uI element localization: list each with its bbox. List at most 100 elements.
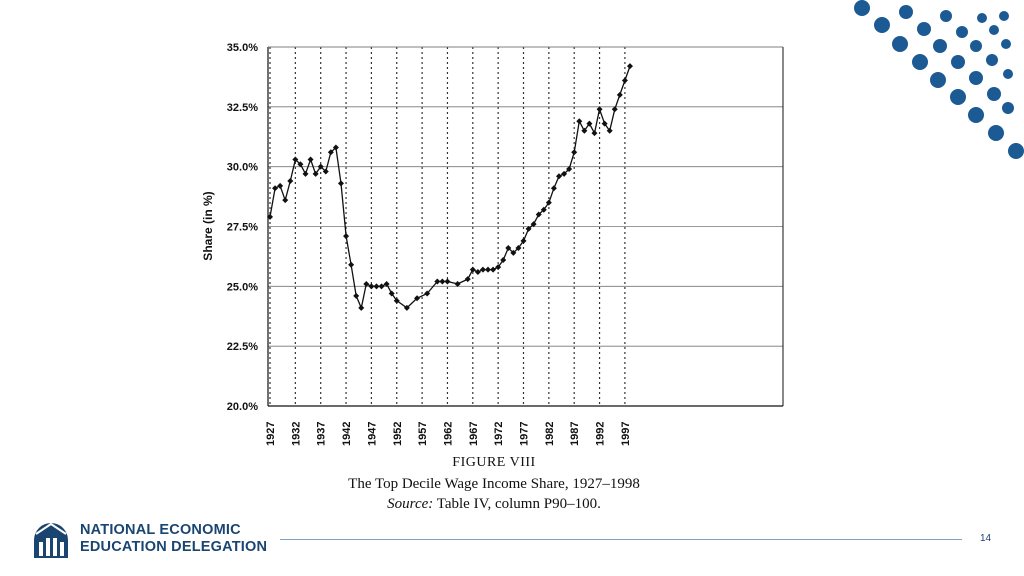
data-point (495, 264, 502, 271)
data-point (530, 221, 537, 228)
figure-title: The Top Decile Wage Income Share, 1927–1… (348, 476, 640, 492)
decorative-dot (940, 10, 952, 22)
decorative-dot (969, 71, 983, 85)
data-point (510, 249, 517, 256)
x-tick-label: 1947 (366, 422, 378, 446)
y-axis-label: Share (in %) (201, 191, 215, 260)
y-tick-label: 25.0% (227, 281, 258, 293)
data-point (505, 245, 512, 252)
data-point (555, 173, 562, 180)
data-point (393, 297, 400, 304)
data-point (332, 144, 339, 151)
decorative-dot (854, 0, 870, 16)
data-point (267, 213, 273, 220)
chart-axes (267, 46, 784, 407)
org-name-line1: NATIONAL ECONOMIC (80, 522, 241, 538)
org-name-line2: EDUCATION DELEGATION (80, 539, 268, 555)
x-tick-label: 1962 (442, 422, 454, 446)
data-point (601, 120, 608, 127)
decorative-dot (951, 55, 965, 69)
data-point (414, 295, 421, 302)
data-point (596, 106, 603, 113)
x-tick-label: 1942 (341, 422, 353, 446)
decorative-dot (933, 39, 947, 53)
decorative-dot (988, 125, 1004, 141)
decorative-dot (1002, 102, 1014, 114)
data-point (272, 185, 279, 192)
decorative-dot (899, 5, 913, 19)
decorative-dot (977, 13, 987, 23)
data-point (383, 280, 390, 287)
decorative-dots-icon (854, 0, 1024, 159)
data-point (277, 182, 284, 189)
x-tick-label: 1967 (468, 422, 480, 446)
data-point (626, 63, 633, 70)
x-tick-label: 1932 (290, 422, 302, 446)
x-tick-label: 1972 (493, 422, 505, 446)
data-point (515, 245, 522, 252)
data-point (474, 268, 481, 275)
decorative-dot (1001, 39, 1011, 49)
decorative-dot (987, 87, 1001, 101)
data-point (444, 278, 451, 285)
data-point (439, 278, 446, 285)
data-point (550, 185, 557, 192)
organization-logo (34, 522, 68, 558)
source-text: Table IV, column P90–100. (433, 496, 601, 512)
data-point (403, 304, 410, 311)
x-tick-label: 1992 (595, 422, 607, 446)
data-point (586, 120, 593, 127)
data-point (337, 180, 344, 187)
decorative-dot (986, 54, 998, 66)
data-point (469, 266, 476, 273)
logo-building-icon (34, 522, 68, 558)
decorative-dot (970, 40, 982, 52)
data-point (343, 233, 350, 240)
data-point (611, 106, 618, 113)
series-line (269, 65, 631, 311)
data-point (464, 276, 471, 283)
data-point (287, 178, 294, 185)
data-point (292, 156, 299, 163)
data-point (490, 266, 497, 273)
data-point (353, 292, 360, 299)
data-point (378, 283, 385, 290)
footer-divider (280, 539, 962, 540)
data-point (388, 290, 395, 297)
data-point (616, 91, 623, 98)
decorative-dot (912, 54, 928, 70)
data-point (307, 156, 314, 163)
data-point (479, 266, 486, 273)
data-point (591, 130, 598, 137)
data-point (485, 266, 492, 273)
y-tick-label: 20.0% (227, 401, 258, 413)
decorative-dot (874, 17, 890, 33)
data-point (368, 283, 375, 290)
source-label: Source: (387, 496, 434, 512)
decorative-dot (917, 22, 931, 36)
x-tick-label: 1997 (620, 422, 632, 446)
data-point (327, 149, 334, 156)
data-point (317, 163, 324, 170)
y-tick-label: 22.5% (227, 341, 258, 353)
data-point (282, 197, 289, 204)
x-tick-label: 1957 (417, 422, 429, 446)
data-point (434, 278, 441, 285)
decorative-dot (1003, 69, 1013, 79)
decorative-dot (892, 36, 908, 52)
data-point (302, 170, 309, 177)
data-point (576, 118, 583, 125)
chart-labels: 20.0% 22.5% 25.0% 27.5% 30.0% 32.5% 35.0% 1927 1… (201, 42, 632, 446)
x-tick-label: 1927 (265, 422, 277, 446)
y-tick-label: 32.5% (227, 102, 258, 114)
data-point (500, 257, 507, 264)
figure-label: FIGURE VIII (452, 455, 536, 470)
x-tick-label: 1982 (544, 422, 556, 446)
x-tick-label: 1952 (392, 422, 404, 446)
decorative-dot (930, 72, 946, 88)
decorative-dot (956, 26, 968, 38)
data-point (540, 206, 547, 213)
data-point (520, 237, 527, 244)
y-tick-label: 35.0% (227, 42, 258, 54)
data-point (571, 149, 578, 156)
